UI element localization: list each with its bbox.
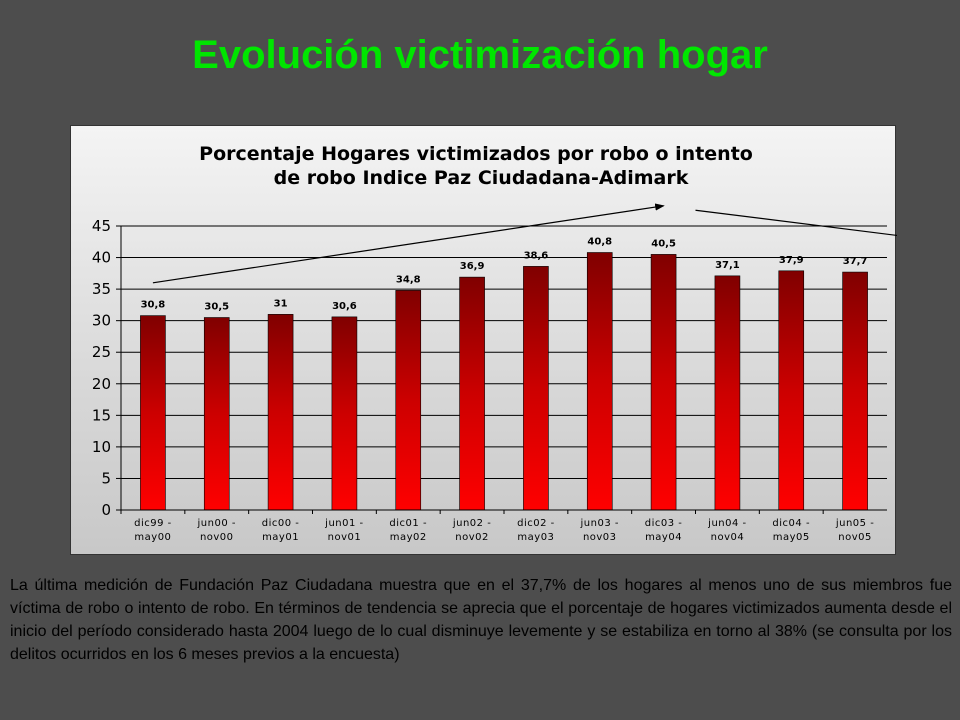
- bar-value-label: 37,1: [715, 260, 740, 271]
- y-tick-label: 40: [92, 249, 111, 267]
- x-tick-label: may01: [262, 532, 299, 543]
- bar-value-label: 40,5: [651, 238, 676, 249]
- bar-value-label: 30,6: [332, 301, 357, 312]
- x-tick-label: jun04 -: [707, 518, 746, 529]
- bar-value-label: 37,9: [779, 255, 804, 266]
- bar-chart: Porcentaje Hogares victimizados por robo…: [92, 143, 897, 543]
- x-tick-label: nov04: [711, 532, 745, 543]
- x-tick-label: may04: [645, 532, 682, 543]
- bar-value-label: 40,8: [587, 237, 612, 248]
- bar-value-label: 38,6: [524, 250, 549, 261]
- x-tick-label: jun02 -: [452, 518, 491, 529]
- bars: [140, 252, 868, 511]
- bar: [586, 252, 613, 511]
- x-tick-label: nov00: [200, 532, 234, 543]
- bar-value-label: 31: [274, 298, 288, 309]
- axes: 0 5 10 15 20 25 30 35 40 45 dic99 - may00 jun00 - nov…: [92, 217, 887, 543]
- chart-panel: Porcentaje Hogares victimizados por robo…: [70, 125, 897, 555]
- x-tick-label: nov02: [455, 532, 489, 543]
- bar: [395, 290, 422, 511]
- y-tick-label: 20: [92, 375, 111, 393]
- bar-value-label: 30,8: [141, 300, 166, 311]
- chart-title-line-1: Porcentaje Hogares victimizados por robo…: [199, 143, 753, 165]
- y-tick-label: 35: [92, 280, 111, 298]
- bar: [140, 315, 166, 511]
- gridlines: [121, 225, 887, 511]
- bar: [714, 275, 741, 511]
- x-tick-label: nov05: [838, 532, 872, 543]
- x-tick-label: may03: [517, 532, 554, 543]
- bar: [523, 266, 549, 511]
- bar-value-label: 36,9: [460, 261, 485, 272]
- chart-title-line-2: de robo Indice Paz Ciudadana-Adimark: [274, 167, 689, 189]
- y-tick-label: 10: [92, 438, 111, 456]
- trend-arrow: [695, 209, 897, 237]
- description-text: La última medición de Fundación Paz Ciud…: [10, 577, 952, 663]
- bar: [650, 254, 677, 511]
- x-tick-label: dic00 -: [262, 518, 300, 529]
- x-tick-label: may05: [773, 532, 810, 543]
- bar: [459, 276, 485, 511]
- y-tick-label: 25: [92, 343, 111, 361]
- y-tick-label: 5: [101, 469, 111, 487]
- bar: [778, 270, 805, 511]
- slide-title: Evolución victimización hogar: [192, 33, 768, 77]
- x-tick-label: jun05 -: [835, 518, 874, 529]
- bar: [331, 316, 358, 511]
- bar: [267, 314, 294, 511]
- y-tick-label: 15: [92, 406, 111, 424]
- x-tick-label: dic04 -: [772, 518, 810, 529]
- x-tick-label: may00: [134, 532, 171, 543]
- bar-value-label: 34,8: [396, 274, 421, 285]
- bar-value-label: 37,7: [843, 256, 868, 267]
- x-tick-label: jun00 -: [197, 518, 236, 529]
- y-tick-label: 0: [101, 501, 111, 519]
- x-tick-label: may02: [390, 532, 427, 543]
- x-tick-label: dic03 -: [645, 518, 683, 529]
- x-tick-label: dic01 -: [389, 518, 427, 529]
- x-tick-label: jun01 -: [324, 518, 363, 529]
- x-tick-label: jun03 -: [580, 518, 619, 529]
- bar: [842, 271, 868, 511]
- x-tick-label: nov01: [328, 532, 362, 543]
- data-labels: 30,8 30,5 31 30,6 34,8 36,9 38,6 40,8 40,5 37,1 37…: [141, 237, 868, 313]
- x-tick-label: dic02 -: [517, 518, 555, 529]
- y-tick-label: 45: [92, 217, 111, 235]
- trend-arrows: [152, 203, 897, 284]
- trend-arrow: [152, 203, 665, 284]
- bar: [203, 317, 230, 511]
- x-tick-label: nov03: [583, 532, 617, 543]
- bar-value-label: 30,5: [204, 302, 229, 313]
- y-tick-label: 30: [92, 312, 111, 330]
- x-tick-label: dic99 -: [134, 518, 172, 529]
